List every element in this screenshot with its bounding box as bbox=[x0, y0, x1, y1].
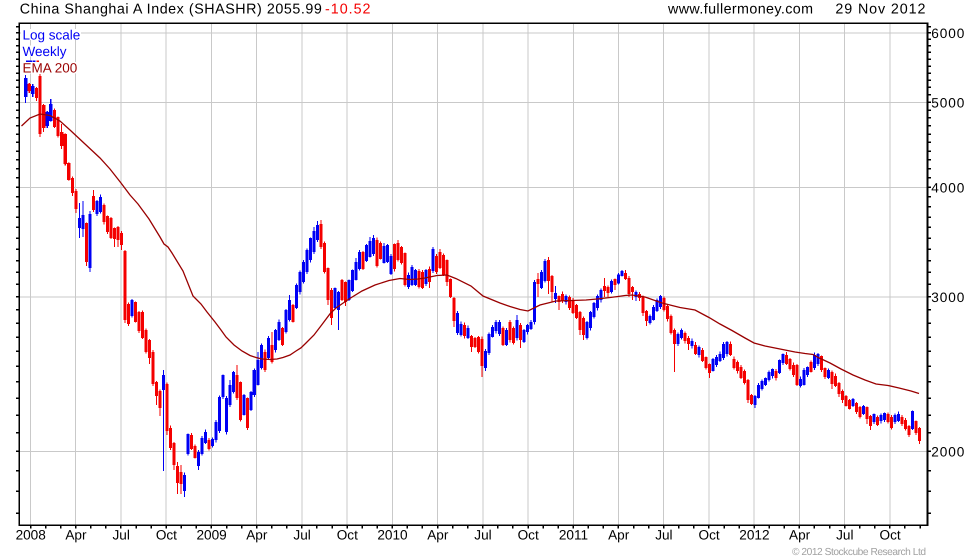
svg-text:Oct: Oct bbox=[156, 528, 177, 543]
svg-text:3000: 3000 bbox=[931, 290, 964, 305]
svg-text:Weekly: Weekly bbox=[23, 44, 67, 59]
svg-text:Apr: Apr bbox=[608, 528, 630, 543]
svg-text:www.fullermoney.com: www.fullermoney.com bbox=[667, 1, 813, 17]
svg-text:Jul: Jul bbox=[113, 528, 130, 543]
svg-text:2010: 2010 bbox=[377, 528, 408, 543]
svg-text:Oct: Oct bbox=[880, 528, 901, 543]
svg-text:Oct: Oct bbox=[699, 528, 720, 543]
svg-text:Apr: Apr bbox=[246, 528, 268, 543]
svg-text:Oct: Oct bbox=[337, 528, 358, 543]
svg-text:EMA 200: EMA 200 bbox=[23, 61, 78, 76]
svg-text:5000: 5000 bbox=[931, 95, 964, 110]
svg-text:2000: 2000 bbox=[931, 444, 964, 459]
svg-text:Apr: Apr bbox=[65, 528, 87, 543]
svg-text:Jul: Jul bbox=[655, 528, 672, 543]
svg-text:2011: 2011 bbox=[559, 528, 588, 543]
svg-text:6000: 6000 bbox=[931, 26, 964, 41]
svg-text:Apr: Apr bbox=[789, 528, 811, 543]
svg-text:2008: 2008 bbox=[16, 528, 46, 543]
svg-text:2009: 2009 bbox=[196, 528, 226, 543]
svg-text:Apr: Apr bbox=[427, 528, 449, 543]
svg-text:Jul: Jul bbox=[293, 528, 310, 543]
svg-text:-10.52: -10.52 bbox=[325, 1, 371, 17]
svg-text:© 2012 Stockcube Research Ltd: © 2012 Stockcube Research Ltd bbox=[792, 547, 926, 558]
svg-text:29 Nov 2012: 29 Nov 2012 bbox=[835, 1, 925, 17]
svg-text:China Shanghai A Index (SHASHR: China Shanghai A Index (SHASHR) 2055.99 bbox=[20, 1, 322, 17]
svg-text:Jul: Jul bbox=[836, 528, 853, 543]
svg-text:4000: 4000 bbox=[931, 180, 964, 195]
svg-text:Jul: Jul bbox=[474, 528, 491, 543]
svg-text:2012: 2012 bbox=[739, 528, 769, 543]
svg-text:Oct: Oct bbox=[518, 528, 539, 543]
svg-text:Log scale: Log scale bbox=[23, 27, 81, 42]
